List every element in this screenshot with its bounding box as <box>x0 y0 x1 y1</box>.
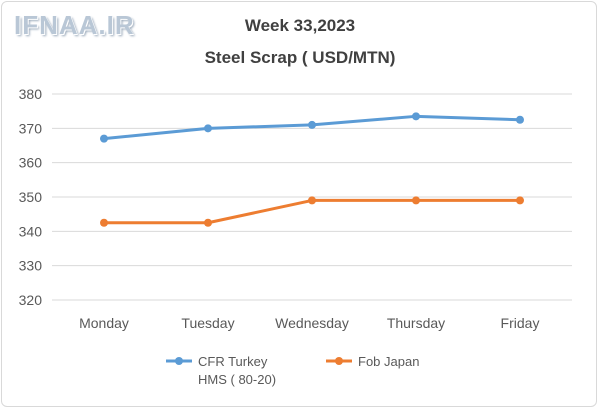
y-tick-label: 370 <box>19 120 43 136</box>
y-tick-label: 350 <box>19 189 43 205</box>
legend-label: Fob Japan <box>358 354 419 369</box>
y-tick-label: 330 <box>19 258 43 274</box>
chart-subtitle: Steel Scrap ( USD/MTN) <box>204 48 396 67</box>
data-point <box>100 134 108 143</box>
data-point <box>308 196 316 205</box>
series-layer <box>100 112 524 227</box>
data-point <box>412 196 420 205</box>
data-point <box>308 120 316 129</box>
y-tick-label: 360 <box>19 155 43 171</box>
chart-title: Week 33,2023 <box>244 16 356 35</box>
y-tick-label: 380 <box>19 86 43 102</box>
legend: CFR Turkey HMS ( 80-20) Fob Japan <box>166 354 419 387</box>
y-axis-ticks: 320 330 340 350 360 370 380 <box>19 86 43 308</box>
watermark-logo: IFNAA.IR <box>14 10 135 40</box>
data-point <box>204 124 212 133</box>
x-axis-ticks: Monday Tuesday Wednesday Thursday Friday <box>79 315 539 331</box>
legend-label: CFR Turkey <box>198 354 268 369</box>
x-tick-label: Thursday <box>387 315 445 331</box>
x-tick-label: Tuesday <box>181 315 234 331</box>
data-point <box>516 115 524 124</box>
x-tick-label: Wednesday <box>275 315 349 331</box>
data-point <box>204 218 212 227</box>
legend-label: HMS ( 80-20) <box>198 372 276 387</box>
data-point <box>100 218 108 227</box>
data-point <box>412 112 420 121</box>
x-tick-label: Friday <box>501 315 540 331</box>
y-tick-label: 320 <box>19 292 43 308</box>
data-point <box>516 196 524 205</box>
x-tick-label: Monday <box>79 315 129 331</box>
legend-marker <box>335 357 343 365</box>
y-tick-label: 340 <box>19 223 43 239</box>
legend-marker <box>175 357 183 365</box>
